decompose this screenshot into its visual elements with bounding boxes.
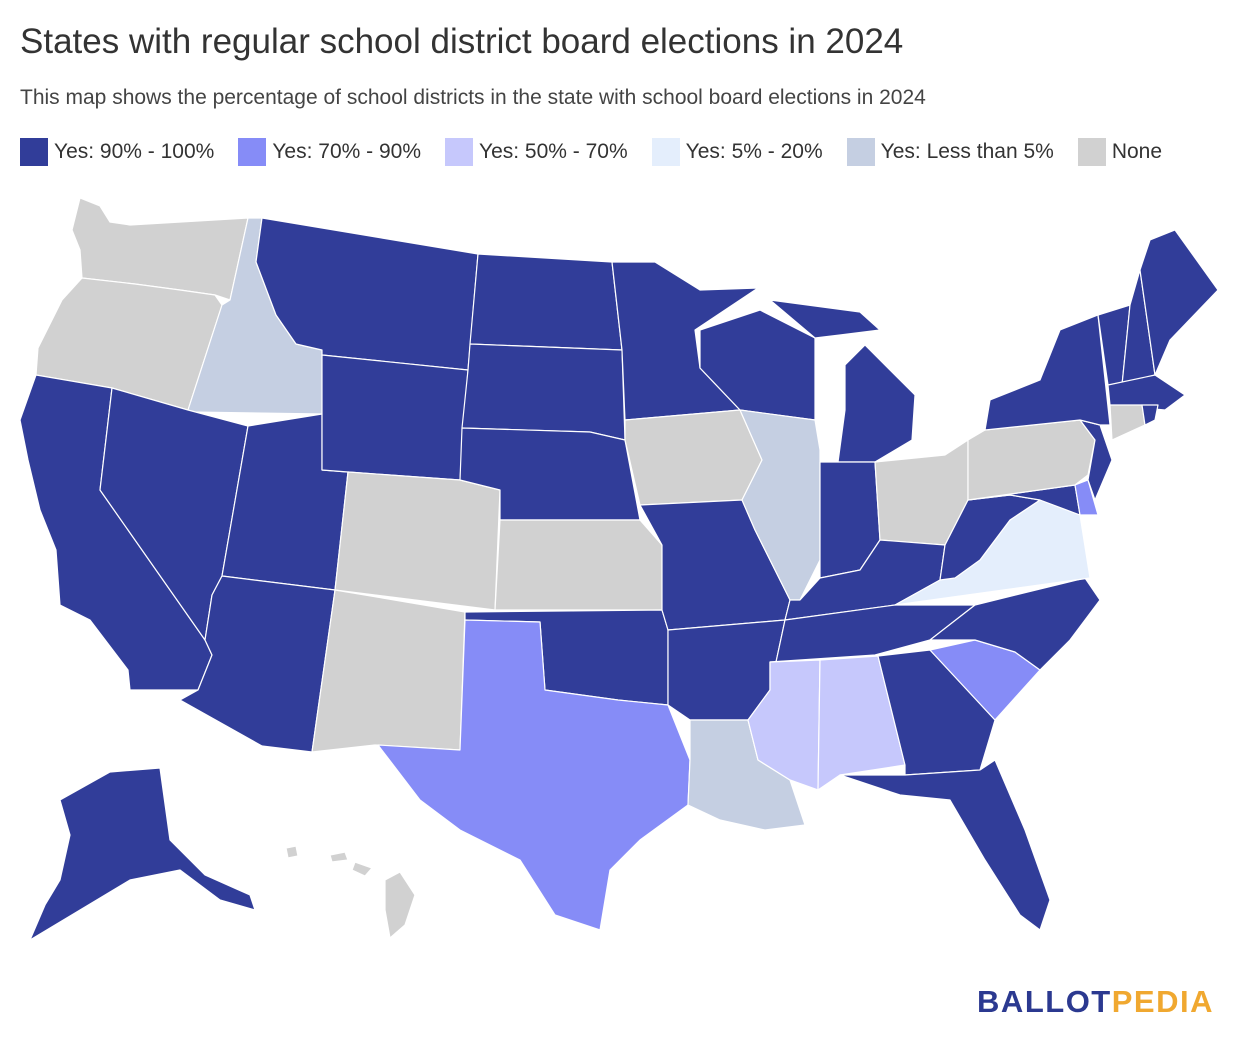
legend-swatch bbox=[1077, 138, 1106, 166]
legend-label: Yes: 50% - 70% bbox=[479, 140, 628, 163]
legend-swatch bbox=[846, 138, 875, 166]
state-WY[interactable] bbox=[321, 354, 469, 481]
state-MA[interactable] bbox=[1107, 374, 1186, 411]
legend-item-y90[interactable]: Yes: 90% - 100% bbox=[20, 138, 214, 166]
legend-item-y5[interactable]: Yes: 5% - 20% bbox=[651, 138, 823, 166]
state-DE[interactable] bbox=[1074, 479, 1099, 516]
state-NM[interactable] bbox=[311, 589, 466, 753]
state-CT[interactable] bbox=[1109, 404, 1146, 441]
brand-part1: BALLOT bbox=[977, 984, 1112, 1019]
state-KS[interactable] bbox=[494, 519, 663, 611]
state-CO[interactable] bbox=[334, 471, 501, 611]
state-SD[interactable] bbox=[461, 343, 626, 441]
legend-swatch bbox=[20, 138, 48, 166]
map-title: States with regular school district boar… bbox=[20, 22, 904, 61]
brand-part2: PEDIA bbox=[1111, 984, 1214, 1019]
state-ND[interactable] bbox=[469, 253, 623, 351]
state-FL[interactable] bbox=[839, 759, 1051, 931]
legend-item-none[interactable]: None bbox=[1077, 138, 1163, 166]
legend-label: Yes: 90% - 100% bbox=[54, 140, 215, 163]
legend-swatch bbox=[238, 138, 267, 166]
legend-item-y50[interactable]: Yes: 50% - 70% bbox=[445, 138, 628, 166]
legend-label: Yes: Less than 5% bbox=[880, 140, 1054, 163]
state-AK[interactable] bbox=[29, 767, 256, 941]
state-RI[interactable] bbox=[1141, 404, 1159, 426]
state-IA[interactable] bbox=[624, 409, 763, 506]
legend-item-ylt5[interactable]: Yes: Less than 5% bbox=[846, 138, 1054, 166]
state-HI[interactable] bbox=[285, 845, 416, 939]
state-MN[interactable] bbox=[611, 261, 759, 421]
legend-swatch bbox=[651, 138, 680, 166]
state-NC[interactable] bbox=[929, 577, 1101, 671]
state-TX[interactable] bbox=[377, 619, 691, 931]
state-AL[interactable] bbox=[817, 655, 906, 791]
legend-label: None bbox=[1111, 140, 1163, 163]
map-subtitle: This map shows the percentage of school … bbox=[20, 86, 926, 109]
legend-label: Yes: 5% - 20% bbox=[685, 140, 823, 163]
legend: Yes: 90% - 100% Yes: 70% - 90% Yes: 50% … bbox=[20, 138, 1186, 166]
state-ME[interactable] bbox=[1139, 229, 1219, 376]
legend-item-y70[interactable]: Yes: 70% - 90% bbox=[238, 138, 421, 166]
ballotpedia-logo: BALLOTPEDIA bbox=[977, 984, 1214, 1020]
legend-swatch bbox=[445, 138, 473, 166]
legend-label: Yes: 70% - 90% bbox=[272, 140, 421, 163]
state-MI[interactable] bbox=[769, 299, 916, 463]
state-NY[interactable] bbox=[984, 314, 1111, 431]
